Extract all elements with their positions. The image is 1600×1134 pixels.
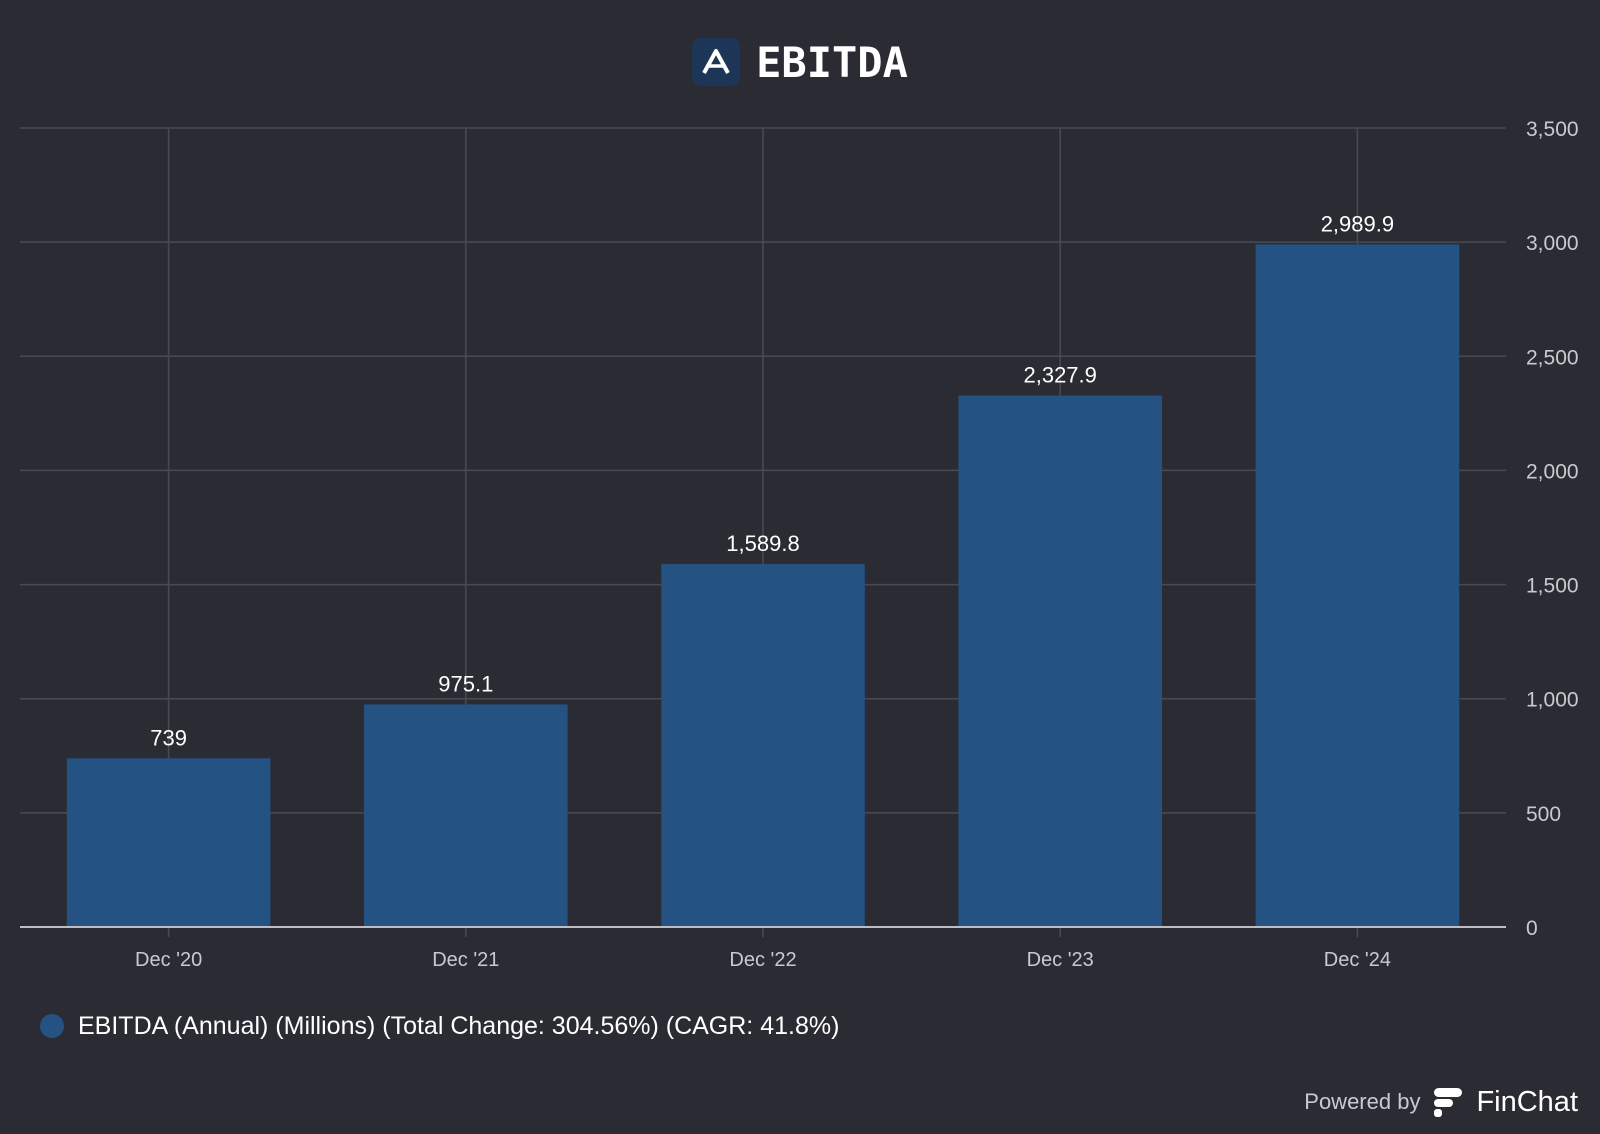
x-tick-label: Dec '23 bbox=[1027, 949, 1094, 971]
data-label: 1,589.8 bbox=[726, 531, 799, 556]
legend-label: EBITDA (Annual) (Millions) (Total Change… bbox=[78, 1011, 840, 1040]
y-tick-label: 1,000 bbox=[1526, 689, 1579, 712]
bar bbox=[661, 564, 865, 927]
x-tick-label: Dec '24 bbox=[1324, 949, 1391, 971]
data-label: 2,327.9 bbox=[1023, 363, 1096, 388]
chart-legend[interactable]: EBITDA (Annual) (Millions) (Total Change… bbox=[40, 1010, 839, 1042]
chart-title: EBITDA bbox=[756, 37, 908, 87]
data-label: 2,989.9 bbox=[1321, 211, 1394, 236]
bar-chart: 0 500 1,000 1,500 2,000 2,500 3,000 3,500 Dec '2… bbox=[20, 118, 1579, 971]
bar bbox=[958, 395, 1162, 927]
y-tick-label: 2,000 bbox=[1526, 460, 1579, 483]
x-tick-label: Dec '21 bbox=[432, 949, 499, 971]
bar bbox=[1255, 244, 1460, 927]
powered-by-text: Powered by bbox=[1304, 1089, 1421, 1114]
y-tick-label: 1,500 bbox=[1526, 575, 1579, 598]
data-label: 975.1 bbox=[438, 671, 493, 696]
x-tick-label: Dec '20 bbox=[135, 949, 202, 971]
y-tick-label: 2,500 bbox=[1526, 346, 1579, 369]
bar bbox=[364, 704, 568, 927]
powered-by-footer[interactable]: Powered by FinChat bbox=[1304, 1082, 1578, 1122]
arrow-a-logo-icon bbox=[692, 38, 741, 86]
y-tick-label: 0 bbox=[1526, 917, 1538, 940]
chart-header: EBITDA bbox=[0, 34, 1600, 90]
y-tick-label: 3,500 bbox=[1526, 118, 1579, 141]
x-tick-label: Dec '22 bbox=[729, 949, 796, 971]
legend-color-dot bbox=[40, 1014, 64, 1038]
bar bbox=[66, 758, 271, 927]
finchat-logo-icon bbox=[1434, 1088, 1463, 1117]
y-tick-label: 500 bbox=[1526, 803, 1561, 826]
finchat-brand-text: FinChat bbox=[1476, 1085, 1578, 1118]
data-label: 739 bbox=[150, 725, 187, 750]
y-tick-label: 3,000 bbox=[1526, 232, 1579, 255]
